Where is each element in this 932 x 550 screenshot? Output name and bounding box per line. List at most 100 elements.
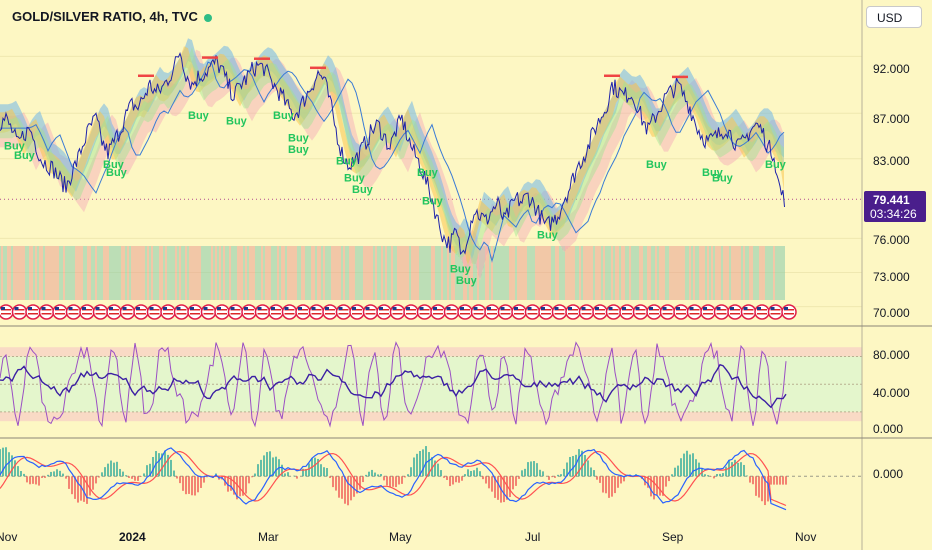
flag-stripe bbox=[311, 313, 322, 315]
flag-stripe bbox=[757, 313, 767, 315]
flag-stripe bbox=[1, 309, 11, 311]
flag-canton bbox=[473, 307, 478, 310]
flag-stripe bbox=[595, 309, 605, 311]
flag-stripe bbox=[649, 309, 659, 311]
flag-canton bbox=[217, 307, 221, 310]
flag-canton bbox=[190, 307, 194, 310]
flag-stripe bbox=[217, 309, 227, 311]
flag-stripe bbox=[149, 309, 160, 311]
us-flag-icon bbox=[106, 304, 122, 320]
flag-stripe bbox=[514, 313, 524, 315]
flag-stripe bbox=[338, 309, 349, 311]
flag-stripe bbox=[446, 309, 457, 311]
flag-stripe bbox=[460, 313, 470, 315]
flag-canton bbox=[433, 307, 437, 310]
flag-stripe bbox=[14, 313, 25, 315]
price-tag-box bbox=[864, 191, 926, 222]
flag-canton bbox=[352, 307, 356, 310]
flag-stripe bbox=[581, 313, 592, 315]
macd-axis[interactable]: 0.000 bbox=[873, 467, 903, 481]
flag-canton bbox=[716, 307, 721, 310]
flag-canton bbox=[770, 307, 775, 310]
us-flag-icon bbox=[443, 304, 460, 320]
flag-stripe bbox=[230, 309, 241, 311]
flag-stripe bbox=[730, 309, 740, 311]
flag-canton bbox=[257, 307, 262, 310]
currency-selector[interactable]: USD bbox=[866, 6, 922, 28]
flag-canton bbox=[703, 307, 707, 310]
flag-stripe bbox=[55, 313, 65, 315]
flag-canton bbox=[203, 307, 208, 310]
price-tick-label: 70.000 bbox=[873, 306, 910, 320]
flag-stripe bbox=[635, 313, 646, 315]
flag-stripe bbox=[203, 313, 214, 315]
flag-canton bbox=[500, 307, 505, 310]
flag-stripe bbox=[230, 313, 241, 315]
us-flag-icon bbox=[25, 304, 41, 320]
us-flag-icon bbox=[403, 304, 419, 320]
oversold-zone bbox=[0, 411, 862, 422]
flag-stripe bbox=[500, 313, 511, 315]
flag-stripe bbox=[190, 313, 200, 315]
flag-stripe bbox=[473, 313, 484, 315]
flag-stripe bbox=[743, 309, 754, 311]
flag-stripe bbox=[554, 309, 565, 311]
flag-stripe bbox=[176, 313, 187, 315]
moving-average-line bbox=[0, 61, 785, 264]
flag-canton bbox=[568, 307, 572, 310]
flag-stripe bbox=[703, 313, 713, 315]
flag-canton bbox=[95, 307, 100, 310]
us-flag-icon bbox=[551, 304, 568, 320]
flag-stripe bbox=[703, 309, 713, 311]
price-tick-label: 83.000 bbox=[873, 154, 910, 168]
flag-stripe bbox=[284, 309, 295, 311]
us-flag-icon bbox=[349, 304, 365, 320]
buy-signal-label: Buy bbox=[702, 167, 724, 179]
chart-title[interactable]: GOLD/SILVER RATIO, 4h, TVC bbox=[12, 9, 212, 24]
buy-signal-label: Buy bbox=[646, 159, 668, 171]
flag-stripe bbox=[109, 313, 119, 315]
flag-stripe bbox=[541, 313, 551, 315]
us-flag-icon bbox=[659, 304, 676, 320]
time-tick-label: May bbox=[389, 530, 412, 544]
flag-stripe bbox=[662, 309, 673, 311]
flag-stripe bbox=[419, 309, 430, 311]
buy-signal-label: Buy bbox=[344, 173, 366, 185]
flag-canton bbox=[419, 307, 424, 310]
us-flag-icon bbox=[646, 304, 662, 320]
flag-stripe bbox=[352, 313, 362, 315]
price-axis[interactable]: 92.000 87.000 83.000 76.000 73.000 70.00… bbox=[873, 62, 910, 320]
flag-stripe bbox=[28, 313, 38, 315]
oscillator-axis[interactable]: 80.000 40.000 0.000 bbox=[873, 348, 910, 436]
flag-stripe bbox=[68, 309, 79, 311]
flag-stripe bbox=[82, 313, 92, 315]
price-volume-bars bbox=[0, 246, 785, 300]
flag-stripe bbox=[541, 309, 551, 311]
price-tick-label: 76.000 bbox=[873, 233, 910, 247]
flag-canton bbox=[271, 307, 275, 310]
flag-stripe bbox=[379, 313, 389, 315]
flag-stripe bbox=[676, 309, 686, 311]
flag-canton bbox=[581, 307, 586, 310]
flag-canton bbox=[41, 307, 46, 310]
flag-stripe bbox=[568, 309, 578, 311]
flag-stripe bbox=[770, 313, 781, 315]
stochastic-line bbox=[0, 341, 787, 428]
us-flag-icon bbox=[281, 304, 298, 320]
flag-canton bbox=[28, 307, 32, 310]
time-axis[interactable]: Nov 2024 Mar May Jul Sep Nov bbox=[0, 530, 816, 544]
time-tick-label: 2024 bbox=[119, 530, 146, 544]
flag-canton bbox=[460, 307, 464, 310]
flag-canton bbox=[136, 307, 140, 310]
flag-stripe bbox=[689, 313, 700, 315]
buy-signal-label: Buy bbox=[417, 167, 439, 179]
flag-canton bbox=[608, 307, 613, 310]
market-status-icon bbox=[203, 13, 212, 22]
flag-stripe bbox=[379, 309, 389, 311]
buy-signal-label: Buy bbox=[14, 150, 36, 162]
us-flag-icon bbox=[268, 304, 284, 320]
flag-canton bbox=[554, 307, 559, 310]
time-tick-label: Nov bbox=[0, 530, 17, 544]
time-tick-label: Jul bbox=[525, 530, 540, 544]
